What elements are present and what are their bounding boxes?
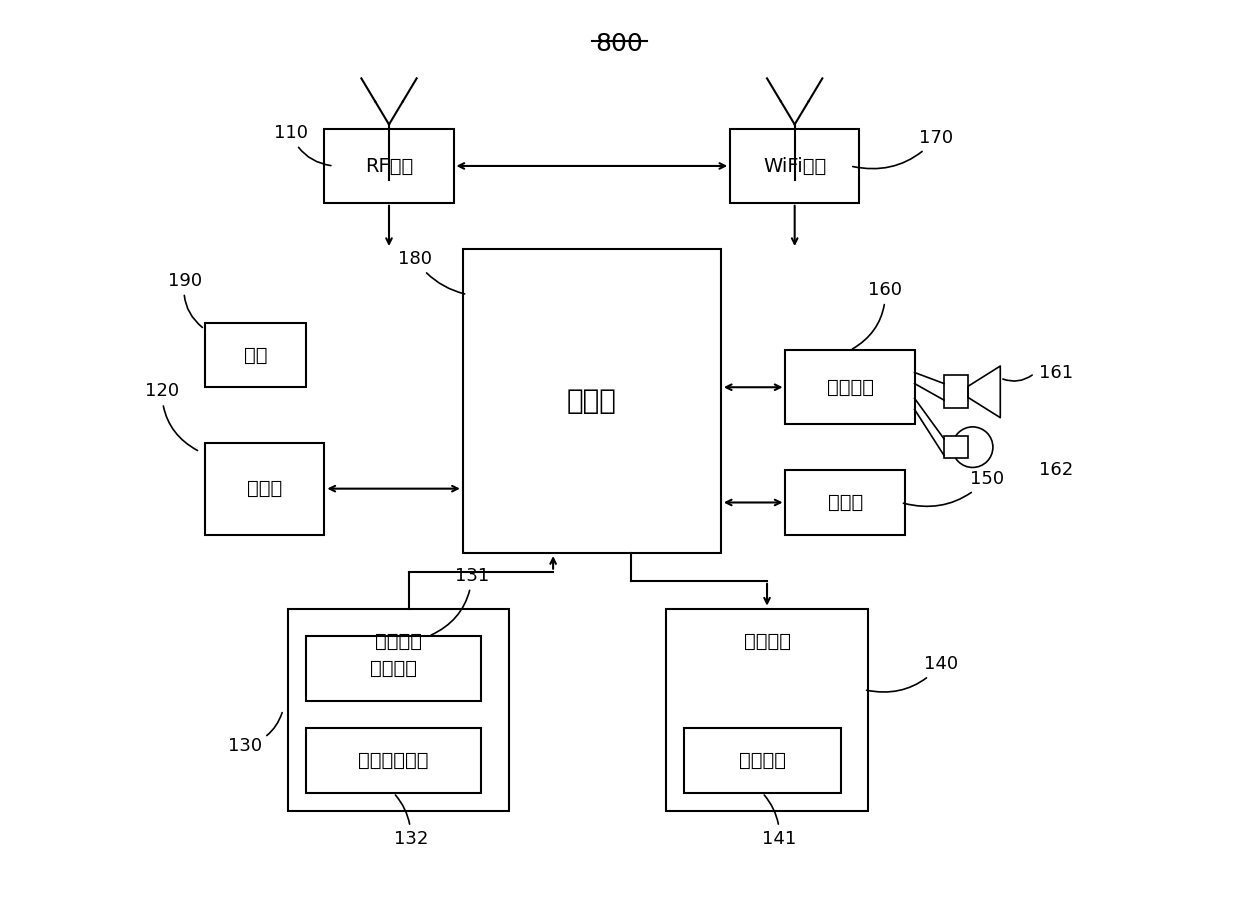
Text: 800: 800 [596,32,643,56]
Text: 110: 110 [274,124,331,166]
Text: 140: 140 [866,656,958,692]
Text: 130: 130 [228,713,282,754]
FancyBboxPatch shape [944,375,968,408]
Text: 190: 190 [167,272,202,327]
FancyBboxPatch shape [684,728,841,793]
FancyBboxPatch shape [325,129,453,203]
Text: 141: 141 [762,795,797,847]
Text: 120: 120 [145,383,197,451]
FancyBboxPatch shape [204,323,306,387]
Text: 180: 180 [398,250,465,294]
Text: 电源: 电源 [244,346,268,364]
FancyBboxPatch shape [786,350,914,424]
Text: 162: 162 [1040,461,1073,479]
FancyBboxPatch shape [287,609,509,811]
FancyBboxPatch shape [204,443,325,535]
Text: WiFi模块: WiFi模块 [763,157,826,175]
Text: 存储器: 存储器 [247,479,282,498]
Text: RF电路: RF电路 [364,157,413,175]
Text: 132: 132 [394,795,427,847]
Text: 170: 170 [852,129,953,169]
Text: 处理器: 处理器 [567,387,617,415]
Text: 161: 161 [1040,364,1073,383]
FancyBboxPatch shape [665,609,869,811]
Text: 150: 150 [903,470,1004,506]
FancyBboxPatch shape [306,728,481,793]
Text: 传感器: 传感器 [828,493,864,512]
FancyBboxPatch shape [944,436,968,458]
FancyBboxPatch shape [786,470,906,535]
FancyBboxPatch shape [306,636,481,701]
Text: 其他输入设备: 其他输入设备 [358,751,429,770]
Text: 131: 131 [431,567,489,635]
Text: 输入单元: 输入单元 [374,632,421,651]
Text: 触敏表面: 触敏表面 [370,659,418,678]
Text: 显示单元: 显示单元 [743,632,790,651]
Text: 音频电路: 音频电路 [826,378,873,396]
Text: 显示面板: 显示面板 [738,751,786,770]
FancyBboxPatch shape [462,249,721,553]
FancyBboxPatch shape [730,129,859,203]
Text: 160: 160 [852,281,902,349]
